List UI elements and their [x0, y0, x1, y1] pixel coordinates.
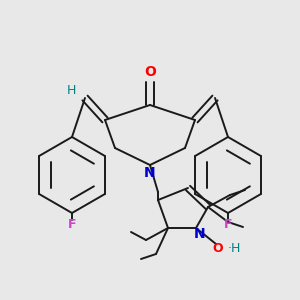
Text: N: N [194, 227, 206, 241]
Text: F: F [224, 218, 232, 232]
Text: N: N [144, 166, 156, 180]
Text: ·H: ·H [227, 242, 241, 254]
Text: O: O [144, 65, 156, 79]
Text: F: F [68, 218, 76, 232]
Text: O: O [213, 242, 223, 254]
Text: H: H [66, 83, 76, 97]
